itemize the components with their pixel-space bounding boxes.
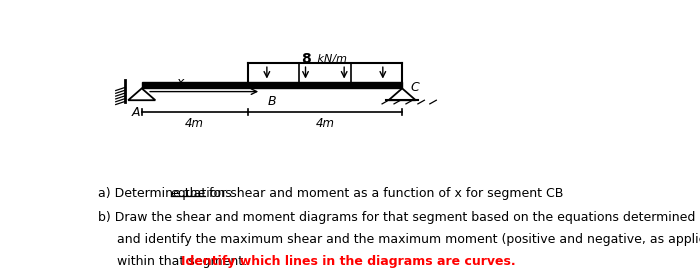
Text: A: A: [132, 106, 141, 119]
Bar: [141, 82, 402, 88]
Text: a) Determine the: a) Determine the: [98, 187, 209, 200]
Text: Identify which lines in the diagrams are curves.: Identify which lines in the diagrams are…: [181, 255, 516, 268]
Text: kN/m: kN/m: [314, 54, 347, 64]
Text: within that segment.: within that segment.: [118, 255, 251, 268]
Text: C: C: [410, 81, 419, 94]
Text: and identify the maximum shear and the maximum moment (positive and negative, as: and identify the maximum shear and the m…: [118, 233, 700, 246]
Text: 4m: 4m: [315, 117, 335, 130]
Text: b) Draw the shear and moment diagrams for that segment based on the equations de: b) Draw the shear and moment diagrams fo…: [98, 211, 700, 225]
Text: x: x: [176, 76, 183, 89]
Text: for shear and moment as a function of x for segment CB: for shear and moment as a function of x …: [204, 187, 563, 200]
Text: 4m: 4m: [185, 117, 204, 130]
Text: equations: equations: [171, 187, 232, 200]
Text: B: B: [267, 95, 276, 108]
Text: 8: 8: [302, 52, 312, 66]
